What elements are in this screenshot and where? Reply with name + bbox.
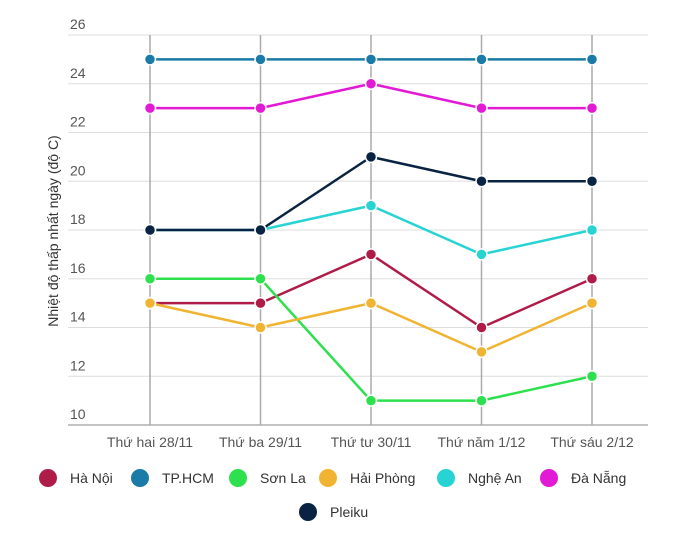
- data-point[interactable]: [254, 296, 267, 310]
- y-tick-label: 22: [70, 114, 86, 130]
- data-point[interactable]: [254, 272, 267, 285]
- data-point[interactable]: [254, 101, 267, 115]
- data-point[interactable]: [585, 296, 599, 310]
- data-point[interactable]: [475, 394, 488, 407]
- legend-swatch: [299, 503, 317, 521]
- y-tick-label: 26: [70, 16, 86, 32]
- x-tick-label: Thứ tư 30/11: [331, 434, 412, 450]
- y-tick-label: 20: [70, 162, 86, 178]
- legend: Hà Nội TP.HCM Sơn La Hải Phòng Nghệ An Đà Nẵn…: [39, 469, 626, 521]
- data-point[interactable]: [143, 223, 157, 237]
- legend-swatch: [229, 469, 247, 487]
- y-tick-label: 16: [70, 260, 86, 276]
- data-point[interactable]: [585, 370, 599, 383]
- data-point[interactable]: [585, 272, 599, 285]
- data-point[interactable]: [364, 248, 378, 261]
- legend-swatch: [540, 469, 558, 487]
- data-point[interactable]: [254, 223, 267, 237]
- legend-label: TP.HCM: [162, 470, 214, 486]
- legend-swatch: [319, 469, 337, 487]
- y-tick-label: 24: [70, 65, 86, 81]
- legend-item[interactable]: Hà Nội: [39, 469, 113, 487]
- data-point[interactable]: [475, 101, 488, 115]
- data-point[interactable]: [364, 53, 378, 66]
- y-tick-label: 18: [70, 211, 86, 227]
- legend-swatch: [437, 469, 455, 487]
- legend-label: Đà Nẵng: [571, 470, 626, 486]
- data-point[interactable]: [364, 77, 378, 90]
- legend-swatch: [39, 469, 57, 487]
- legend-swatch: [131, 469, 149, 487]
- axes: 10 12 14 16 18 20 22 24 26 Thứ hai 28/11 Thứ ba 29…: [70, 16, 634, 450]
- data-point[interactable]: [254, 321, 267, 334]
- data-point[interactable]: [364, 296, 378, 310]
- data-point[interactable]: [585, 101, 599, 115]
- data-point[interactable]: [143, 272, 157, 285]
- data-point[interactable]: [475, 248, 488, 261]
- data-point[interactable]: [143, 296, 157, 310]
- data-point[interactable]: [475, 321, 488, 334]
- y-axis-label: Nhiệt độ thấp nhất ngày (độ C): [45, 135, 61, 326]
- data-point[interactable]: [475, 175, 488, 188]
- data-point[interactable]: [364, 394, 378, 407]
- x-tick-label: Thứ ba 29/11: [219, 434, 302, 450]
- data-point[interactable]: [475, 345, 488, 359]
- series-points: [143, 53, 599, 407]
- data-point[interactable]: [475, 53, 488, 66]
- x-tick-label: Thứ năm 1/12: [438, 434, 526, 450]
- legend-item[interactable]: Hải Phòng: [319, 469, 415, 487]
- x-tick-label: Thứ hai 28/11: [107, 434, 193, 450]
- data-point[interactable]: [254, 53, 267, 66]
- legend-item[interactable]: Pleiku: [299, 503, 368, 521]
- data-point[interactable]: [585, 223, 599, 237]
- legend-label: Sơn La: [260, 470, 306, 486]
- data-point[interactable]: [585, 175, 599, 188]
- legend-item[interactable]: TP.HCM: [131, 469, 214, 487]
- legend-item[interactable]: Nghệ An: [437, 469, 522, 487]
- data-point[interactable]: [364, 150, 378, 164]
- y-tick-label: 12: [70, 357, 86, 373]
- legend-label: Pleiku: [330, 504, 368, 520]
- legend-label: Hà Nội: [70, 470, 113, 486]
- legend-label: Hải Phòng: [350, 470, 415, 486]
- y-tick-label: 14: [70, 309, 86, 325]
- data-point[interactable]: [143, 53, 157, 66]
- data-point[interactable]: [364, 199, 378, 212]
- legend-item[interactable]: Đà Nẵng: [540, 469, 626, 487]
- legend-label: Nghệ An: [468, 470, 522, 486]
- data-point[interactable]: [143, 101, 157, 115]
- y-tick-label: 10: [70, 406, 86, 422]
- x-tick-label: Thứ sáu 2/12: [550, 434, 634, 450]
- legend-item[interactable]: Sơn La: [229, 469, 306, 487]
- data-point[interactable]: [585, 53, 599, 66]
